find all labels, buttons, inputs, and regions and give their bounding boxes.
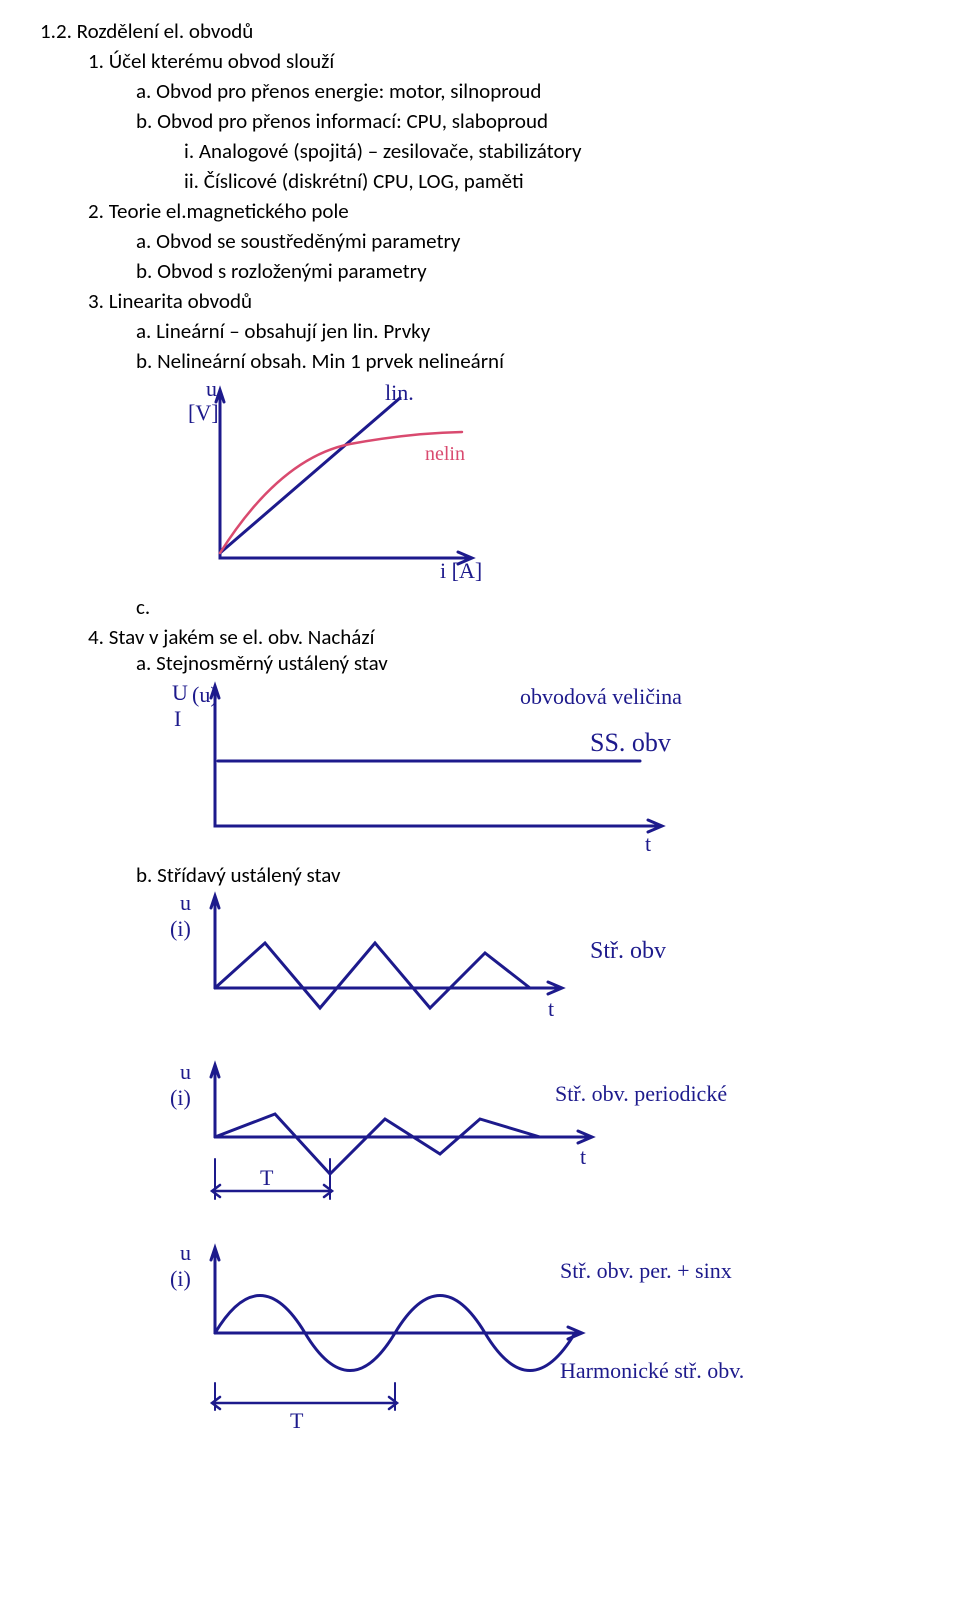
svg-text:[V]: [V] [188, 400, 219, 425]
svg-text:Stř. obv. per. + sinx: Stř. obv. per. + sinx [560, 1258, 732, 1283]
svg-text:i [A]: i [A] [440, 558, 482, 583]
svg-text:t: t [645, 831, 651, 856]
item-3a: a. Lineární – obsahují jen lin. Prvky [136, 318, 920, 344]
svg-text:u: u [180, 1059, 191, 1084]
svg-text:u: u [180, 890, 191, 915]
graph-str: u (i) t Stř. obv [160, 888, 920, 1049]
svg-text:lin.: lin. [385, 380, 414, 405]
graph-str-periodic: u (i) T t Stř. obv. periodické [160, 1059, 920, 1230]
svg-text:t: t [580, 1144, 586, 1169]
svg-text:obvodová veličina: obvodová veličina [520, 684, 682, 709]
item-1b: b. Obvod pro přenos informací: CPU, slab… [136, 108, 920, 134]
svg-text:T: T [290, 1408, 304, 1433]
item-4a: a. Stejnosměrný ustálený stav [136, 650, 920, 676]
item-3b: b. Nelineární obsah. Min 1 prvek nelineá… [136, 348, 920, 374]
graph-ss: U (u) I t obvodová veličina SS. obv [160, 676, 920, 862]
svg-text:SS. obv: SS. obv [590, 728, 671, 757]
svg-text:Stř. obv. periodické: Stř. obv. periodické [555, 1081, 727, 1106]
svg-text:Stř. obv: Stř. obv [590, 938, 666, 964]
svg-text:u: u [180, 1240, 191, 1265]
section-heading: 1.2. Rozdělení el. obvodů [40, 18, 920, 44]
item-4b: b. Střídavý ustálený stav [136, 862, 920, 888]
item-2b: b. Obvod s rozloženými parametry [136, 258, 920, 284]
graph-harmonic: u (i) T Stř. obv. per. + sinx Harmonické… [160, 1238, 920, 1444]
item-1b-i: i. Analogové (spojitá) – zesilovače, sta… [184, 138, 920, 164]
item-1b-ii: ii. Číslicové (diskrétní) CPU, LOG, pamě… [184, 168, 920, 194]
item-2: 2. Teorie el.magnetického pole [88, 198, 920, 224]
item-3: 3. Linearita obvodů [88, 288, 920, 314]
item-4: 4. Stav v jakém se el. obv. Nachází [88, 624, 920, 650]
item-1: 1. Účel kterému obvod slouží [88, 48, 920, 74]
svg-text:t: t [548, 996, 554, 1021]
graph-lin-nelin: u [V] lin. nelin i [A] [180, 378, 920, 594]
svg-text:I: I [174, 706, 181, 731]
svg-text:(i): (i) [170, 1266, 191, 1291]
item-3c: c. [136, 594, 920, 620]
item-2a: a. Obvod se soustředěnými parametry [136, 228, 920, 254]
svg-text:T: T [260, 1165, 274, 1190]
svg-text:u: u [206, 378, 217, 401]
svg-text:Harmonické stř. obv.: Harmonické stř. obv. [560, 1358, 744, 1383]
svg-text:U: U [172, 680, 188, 705]
item-1a: a. Obvod pro přenos energie: motor, siln… [136, 78, 920, 104]
svg-text:(u): (u) [192, 682, 218, 707]
svg-text:(i): (i) [170, 916, 191, 941]
svg-text:nelin: nelin [425, 443, 465, 465]
svg-text:(i): (i) [170, 1085, 191, 1110]
